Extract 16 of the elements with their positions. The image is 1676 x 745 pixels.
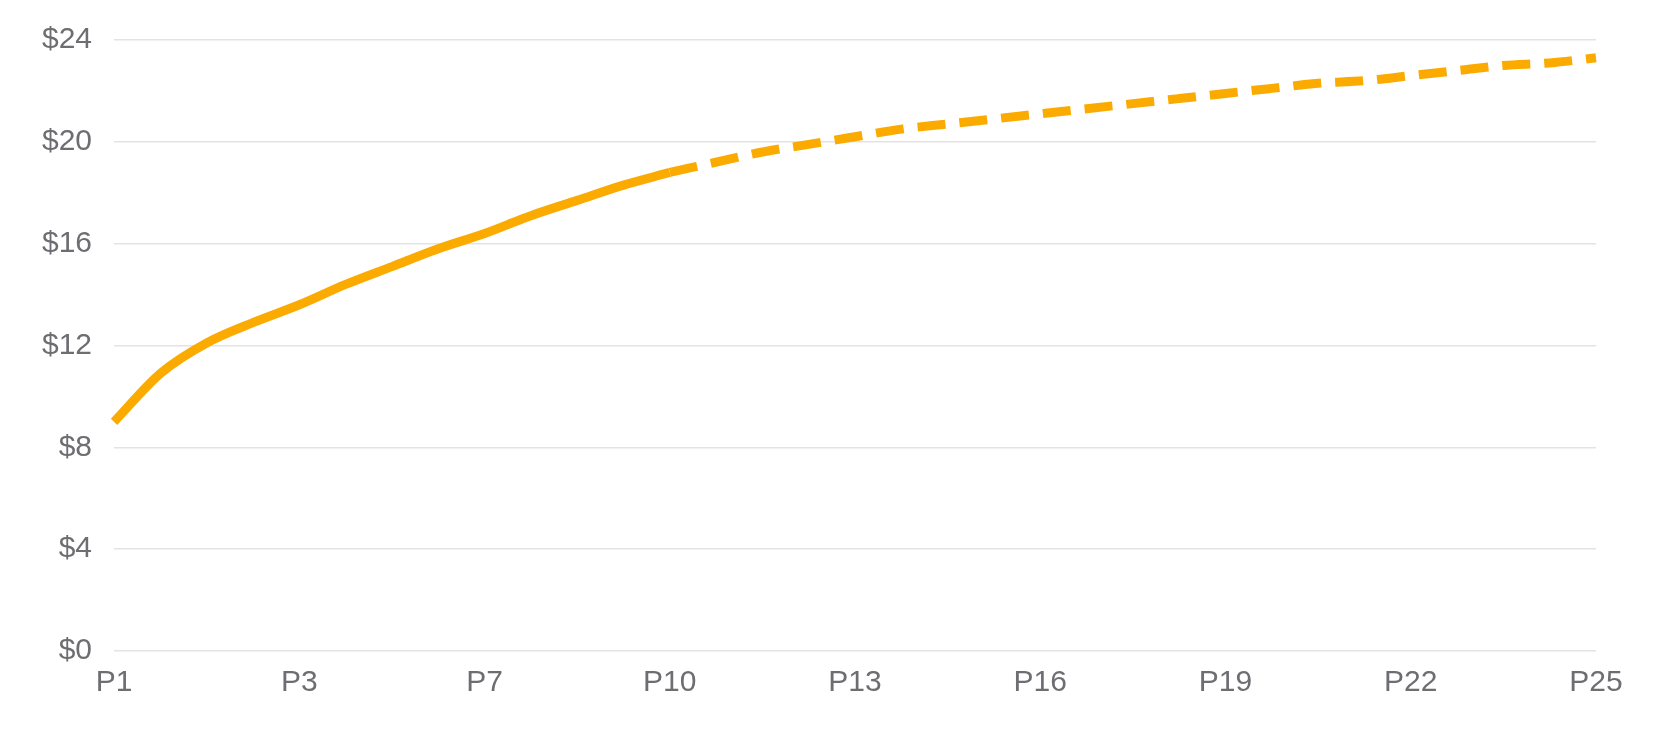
y-tick-label: $4 [58, 530, 93, 564]
y-tick-label: $8 [58, 428, 93, 462]
x-tick-label: P3 [280, 664, 318, 698]
y-tick-label: $12 [41, 326, 93, 360]
x-tick-label: P13 [828, 664, 882, 698]
x-tick-label: P16 [1013, 664, 1067, 698]
x-tick-label: P10 [643, 664, 697, 698]
y-tick-label: $0 [58, 632, 93, 666]
x-tick-label: P19 [1198, 664, 1253, 698]
y-tick-label: $24 [41, 21, 93, 55]
y-tick-label: $16 [41, 224, 93, 258]
x-tick-label: P1 [95, 664, 133, 698]
x-tick-label: P7 [466, 664, 503, 698]
y-tick-label: $20 [41, 123, 93, 157]
x-tick-label: P22 [1384, 664, 1438, 698]
x-tick-label: P25 [1569, 664, 1623, 698]
